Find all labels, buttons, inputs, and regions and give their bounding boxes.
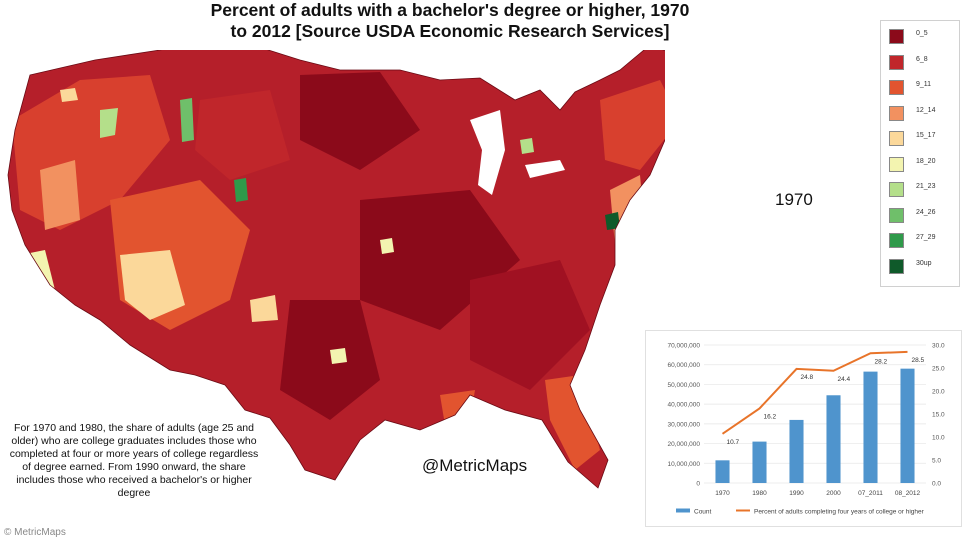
percent-line (721, 350, 908, 435)
credit-label: @MetricMaps (422, 456, 528, 475)
right-tick-label: 30.0 (932, 343, 945, 350)
legend-label: 6_8 (916, 55, 928, 63)
legend-label: 24_26 (916, 208, 936, 216)
great-lakes (470, 110, 505, 195)
data-label: 28.2 (875, 358, 888, 365)
data-label: 10.7 (727, 439, 740, 446)
legend-swatch (889, 182, 904, 197)
county-region (250, 295, 278, 322)
legend-label: 30up (916, 259, 932, 267)
footnote: For 1970 and 1980, the share of adults (… (9, 422, 259, 499)
county-region (60, 88, 78, 102)
bar (900, 368, 915, 483)
county-region (600, 80, 665, 170)
county-fills (8, 50, 665, 488)
legend-swatch (889, 54, 904, 70)
category-label: 08_2012 (895, 490, 921, 497)
data-label: 16.2 (764, 413, 777, 420)
bar (863, 371, 878, 483)
county-region (330, 348, 347, 364)
left-tick-label: 40,000,000 (667, 402, 700, 409)
legend-swatch (889, 131, 904, 146)
left-tick-label: 20,000,000 (667, 441, 700, 448)
right-tick-label: 15.0 (932, 412, 945, 419)
data-label: 28.5 (912, 357, 925, 364)
right-tick-label: 25.0 (932, 366, 945, 373)
legend-label: 0_5 (916, 30, 928, 37)
category-label: 07_2011 (858, 490, 883, 497)
county-region (280, 300, 380, 420)
us-outline (7, 50, 665, 489)
county-region (120, 250, 185, 320)
county-region (180, 98, 194, 142)
lake-erie (525, 160, 565, 178)
county-region (195, 90, 290, 180)
legend-bar-swatch (676, 508, 690, 513)
county-region (545, 375, 600, 470)
left-tick-label: 0 (696, 481, 700, 488)
legend-label: 21_23 (916, 183, 936, 190)
year-label: 1970 (775, 190, 813, 209)
legend-swatch (889, 105, 904, 121)
watermark: © MetricMaps (4, 527, 66, 538)
bar (715, 460, 730, 483)
category-label: 1980 (752, 490, 767, 497)
county-region (380, 238, 394, 254)
data-label: 24.8 (801, 374, 814, 381)
legend-label: 15_17 (916, 132, 936, 139)
county-region (40, 160, 80, 230)
right-tick-label: 20.0 (932, 389, 945, 396)
left-tick-label: 50,000,000 (667, 382, 700, 389)
county-region (605, 212, 620, 230)
left-tick-label: 30,000,000 (667, 421, 700, 428)
county-region (234, 178, 248, 202)
bar (752, 441, 767, 483)
left-tick-label: 10,000,000 (667, 461, 700, 468)
right-tick-label: 5.0 (932, 458, 941, 465)
legend-swatch (889, 80, 904, 95)
legend-label: 27_29 (916, 234, 936, 241)
inset-chart: 0 10,000,000 20,000,000 30,000,000 40,000,00… (645, 330, 962, 527)
legend-line-label: Percent of adults completing four years … (754, 509, 925, 516)
right-tick-label: 10.0 (932, 435, 945, 442)
county-region (100, 108, 118, 138)
category-label: 2000 (826, 490, 841, 497)
map-title: Percent of adults with a bachelor's degr… (210, 0, 690, 41)
county-region (520, 138, 534, 154)
legend-swatch (889, 156, 904, 172)
legend-swatch (889, 29, 904, 44)
right-tick-label: 0.0 (932, 481, 941, 488)
map-legend: 0_5 6_8 9_11 12_14 15_17 18_20 21_23 24_26 27_29… (880, 20, 960, 287)
combo-chart: 0 10,000,000 20,000,000 30,000,000 40,000,00… (667, 343, 945, 516)
legend-bar-label: Count (694, 509, 712, 516)
category-label: 1970 (715, 490, 730, 497)
data-label: 24.4 (838, 376, 851, 383)
legend-swatch (889, 258, 904, 274)
legend-label: 12_14 (916, 106, 936, 114)
legend-swatch (889, 207, 904, 223)
us-county-map (7, 50, 665, 489)
legend-swatch (889, 233, 904, 248)
left-tick-label: 70,000,000 (667, 343, 700, 350)
county-region (300, 72, 420, 170)
bar (789, 419, 804, 483)
legend-label: 18_20 (916, 157, 936, 165)
county-region (470, 260, 590, 390)
left-tick-label: 60,000,000 (667, 362, 700, 369)
category-label: 1990 (789, 490, 804, 497)
legend-label: 9_11 (916, 81, 932, 88)
bar (826, 395, 841, 483)
